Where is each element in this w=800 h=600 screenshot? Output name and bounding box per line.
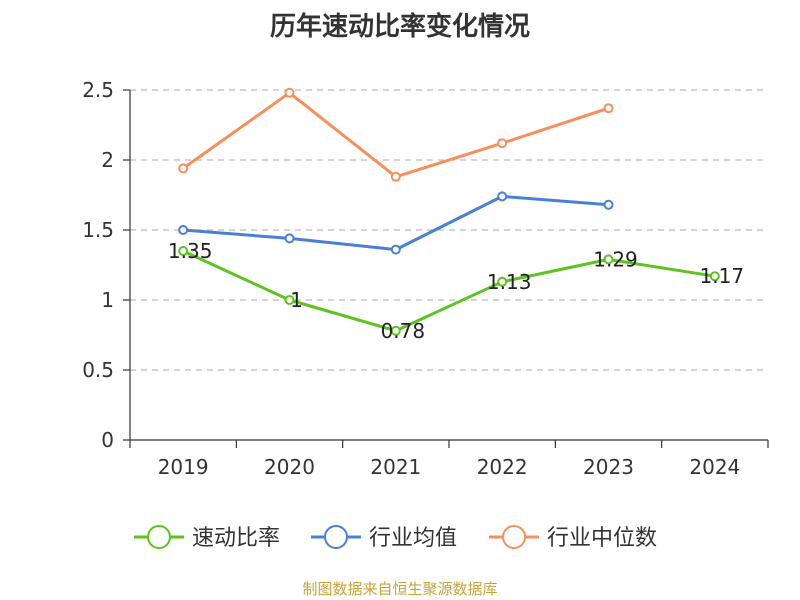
data-point[interactable]: [497, 276, 508, 287]
legend-marker[interactable]: [324, 525, 348, 549]
x-tick-label: 2019: [158, 455, 209, 479]
data-point[interactable]: [390, 325, 401, 336]
legend-marker[interactable]: [147, 525, 171, 549]
x-tick-label: 2020: [264, 455, 315, 479]
data-point[interactable]: [178, 225, 189, 235]
data-point[interactable]: [603, 103, 614, 114]
data-label: 1.17: [700, 264, 745, 288]
data-label: 1.13: [487, 270, 532, 294]
x-tick-label: 2023: [583, 455, 634, 479]
data-point[interactable]: [390, 244, 401, 255]
y-tick-label: 1.5: [82, 218, 114, 242]
data-point[interactable]: [603, 254, 614, 265]
series-line-0: [182, 249, 716, 333]
series-line-2: [182, 91, 609, 179]
chart-title: 历年速动比率变化情况: [269, 12, 530, 42]
y-tick-label: 0: [101, 428, 114, 452]
legend-label[interactable]: 行业中位数: [547, 526, 657, 551]
data-point[interactable]: [497, 191, 508, 202]
data-point[interactable]: [603, 199, 614, 210]
data-label: 0.78: [381, 319, 426, 343]
data-point[interactable]: [390, 171, 401, 182]
data-point[interactable]: [284, 233, 295, 244]
data-label: 1.35: [168, 239, 213, 263]
y-tick-label: 1: [101, 288, 114, 312]
y-tick-label: 0.5: [82, 358, 114, 382]
legend-label[interactable]: 速动比率: [192, 526, 280, 551]
x-tick-label: 2024: [689, 455, 740, 479]
x-tick-label: 2022: [477, 455, 528, 479]
y-tick-label: 2.5: [82, 78, 114, 102]
series-line-1: [183, 194, 609, 252]
y-tick-label: 2: [101, 148, 114, 172]
legend-marker[interactable]: [502, 525, 526, 549]
data-point[interactable]: [284, 295, 295, 305]
data-point[interactable]: [178, 246, 189, 256]
data-point[interactable]: [178, 163, 189, 174]
data-source-footer: 制图数据来自恒生聚源数据库: [302, 580, 498, 598]
legend-label[interactable]: 行业均值: [369, 526, 457, 551]
data-label: 1: [290, 288, 303, 312]
data-label: 1.29: [593, 247, 638, 271]
data-point[interactable]: [497, 138, 508, 149]
data-point[interactable]: [284, 87, 295, 98]
x-tick-label: 2021: [370, 455, 421, 479]
data-point[interactable]: [709, 271, 720, 282]
